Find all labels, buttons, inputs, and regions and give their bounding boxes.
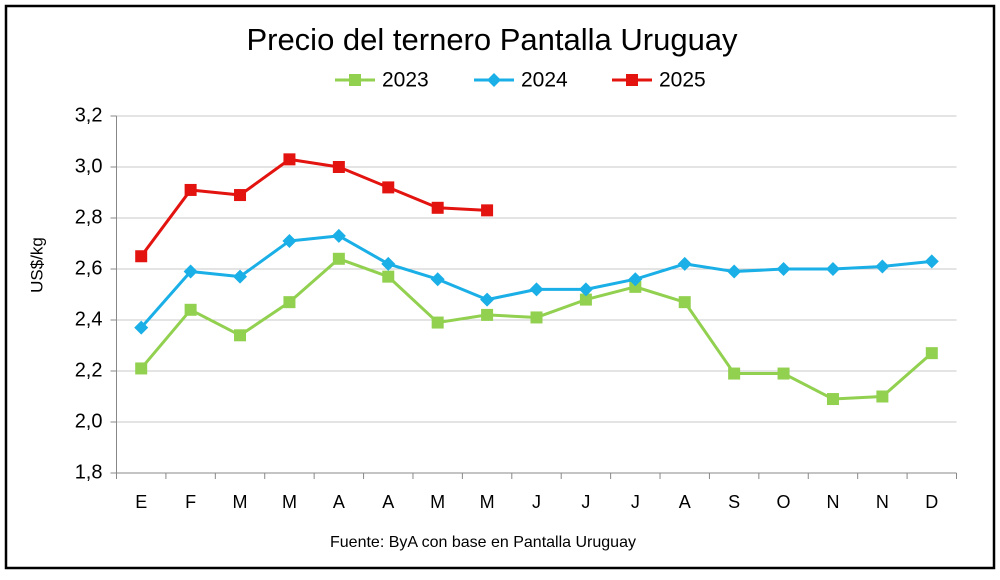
data-point [924,254,939,269]
x-tick-label: M [282,492,297,512]
data-point [332,252,345,265]
data-point [431,316,444,329]
y-tick-label: 2,4 [75,308,103,330]
data-point [578,282,593,297]
x-tick-label: S [728,492,740,512]
data-point [382,270,395,283]
data-point [234,329,247,342]
y-tick-label: 3,0 [75,155,103,177]
data-point [282,233,297,248]
y-tick-label: 3,2 [75,104,103,126]
data-point [825,262,840,276]
x-tick-label: J [581,492,590,512]
data-point [875,259,890,274]
data-point [826,393,839,406]
data-point [579,293,592,306]
x-tick-label: J [532,492,541,512]
data-point [134,320,149,335]
data-point [184,303,197,316]
data-point [430,272,445,287]
data-point [481,204,494,217]
legend-marker [349,74,361,86]
y-tick-label: 1,8 [75,461,103,483]
y-axis-label: US$/kg [27,237,46,293]
x-tick-label: D [925,492,938,512]
data-point [233,269,248,284]
data-point [135,362,148,375]
legend-label: 2025 [659,69,706,92]
data-point [481,308,494,321]
data-point [678,296,691,309]
legend-marker [487,73,501,87]
x-tick-label: A [382,492,394,512]
y-tick-label: 2,6 [75,257,103,279]
data-point [776,262,791,276]
data-point [135,250,148,263]
data-point [331,228,346,243]
x-tick-label: M [430,492,445,512]
series-line [140,157,488,258]
x-tick-label: M [233,492,248,512]
data-point [777,367,790,380]
data-point [183,264,198,279]
data-point [283,296,296,309]
data-point [728,367,741,380]
legend-label: 2023 [382,69,429,92]
data-point [283,153,296,166]
data-point [925,347,938,360]
x-tick-label: M [480,492,495,512]
y-tick-label: 2,8 [75,206,103,228]
data-point [234,189,247,202]
data-point [480,292,495,307]
chart-title: Precio del ternero Pantalla Uruguay [246,22,738,57]
data-point [529,282,544,297]
x-tick-label: N [826,492,839,512]
data-point [431,201,444,214]
x-tick-label: E [135,492,147,512]
x-tick-label: N [876,492,889,512]
chart-border [4,4,996,570]
y-tick-label: 2,2 [75,359,103,381]
data-point [628,272,643,287]
source-note: Fuente: ByA con base en Pantalla Uruguay [330,534,636,551]
data-point [184,183,197,196]
legend-label: 2024 [521,69,568,92]
x-tick-label: J [631,492,640,512]
data-point [530,311,543,324]
x-tick-label: A [679,492,691,512]
x-tick-label: F [185,492,196,512]
y-tick-label: 2,0 [75,410,103,432]
data-point [332,161,345,173]
x-tick-label: O [777,492,791,512]
data-point [677,256,692,271]
data-point [727,264,742,279]
data-point [381,256,396,271]
data-point [629,280,642,293]
legend-marker [626,74,638,86]
data-point [876,390,889,403]
data-point [382,181,395,194]
x-tick-label: A [333,492,345,512]
